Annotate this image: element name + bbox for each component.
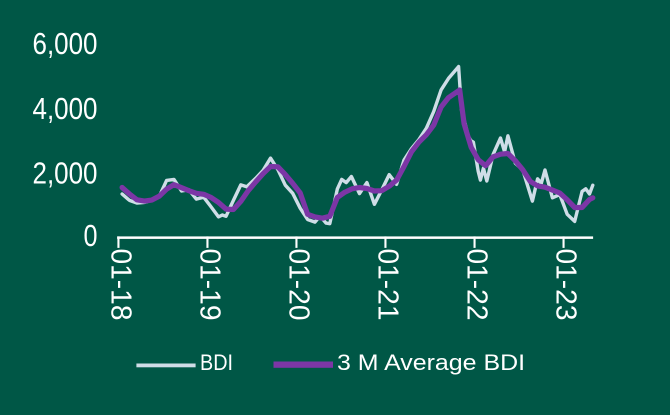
svg-text:01-20: 01-20 [283,249,315,321]
svg-text:0: 0 [84,218,98,253]
svg-text:2,000: 2,000 [33,155,98,190]
svg-text:3 M Average BDI: 3 M Average BDI [337,350,525,375]
svg-text:01-19: 01-19 [194,249,226,321]
svg-text:4,000: 4,000 [33,91,98,126]
svg-text:01-21: 01-21 [372,249,404,321]
svg-text:01-22: 01-22 [461,249,493,321]
svg-text:01-23: 01-23 [550,249,582,321]
svg-text:6,000: 6,000 [33,26,98,61]
svg-text:01-18: 01-18 [105,249,137,321]
svg-text:BDI: BDI [200,350,233,375]
